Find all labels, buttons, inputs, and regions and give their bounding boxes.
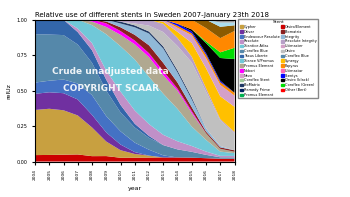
Text: COPYRIGHT SCAAR: COPYRIGHT SCAAR: [63, 84, 159, 93]
Text: Relative use of different stents in Sweden 2007-January 23th 2018: Relative use of different stents in Swed…: [35, 12, 269, 18]
Legend: Cypher, Driver, Endeavour Resolute, Resolute, Xientice Atlas, Coroflex Blue, Tax: Cypher, Driver, Endeavour Resolute, Reso…: [238, 19, 318, 98]
Text: Crude unadjusted data: Crude unadjusted data: [52, 67, 169, 76]
Y-axis label: relUz: relUz: [6, 83, 11, 98]
X-axis label: year: year: [128, 186, 142, 191]
